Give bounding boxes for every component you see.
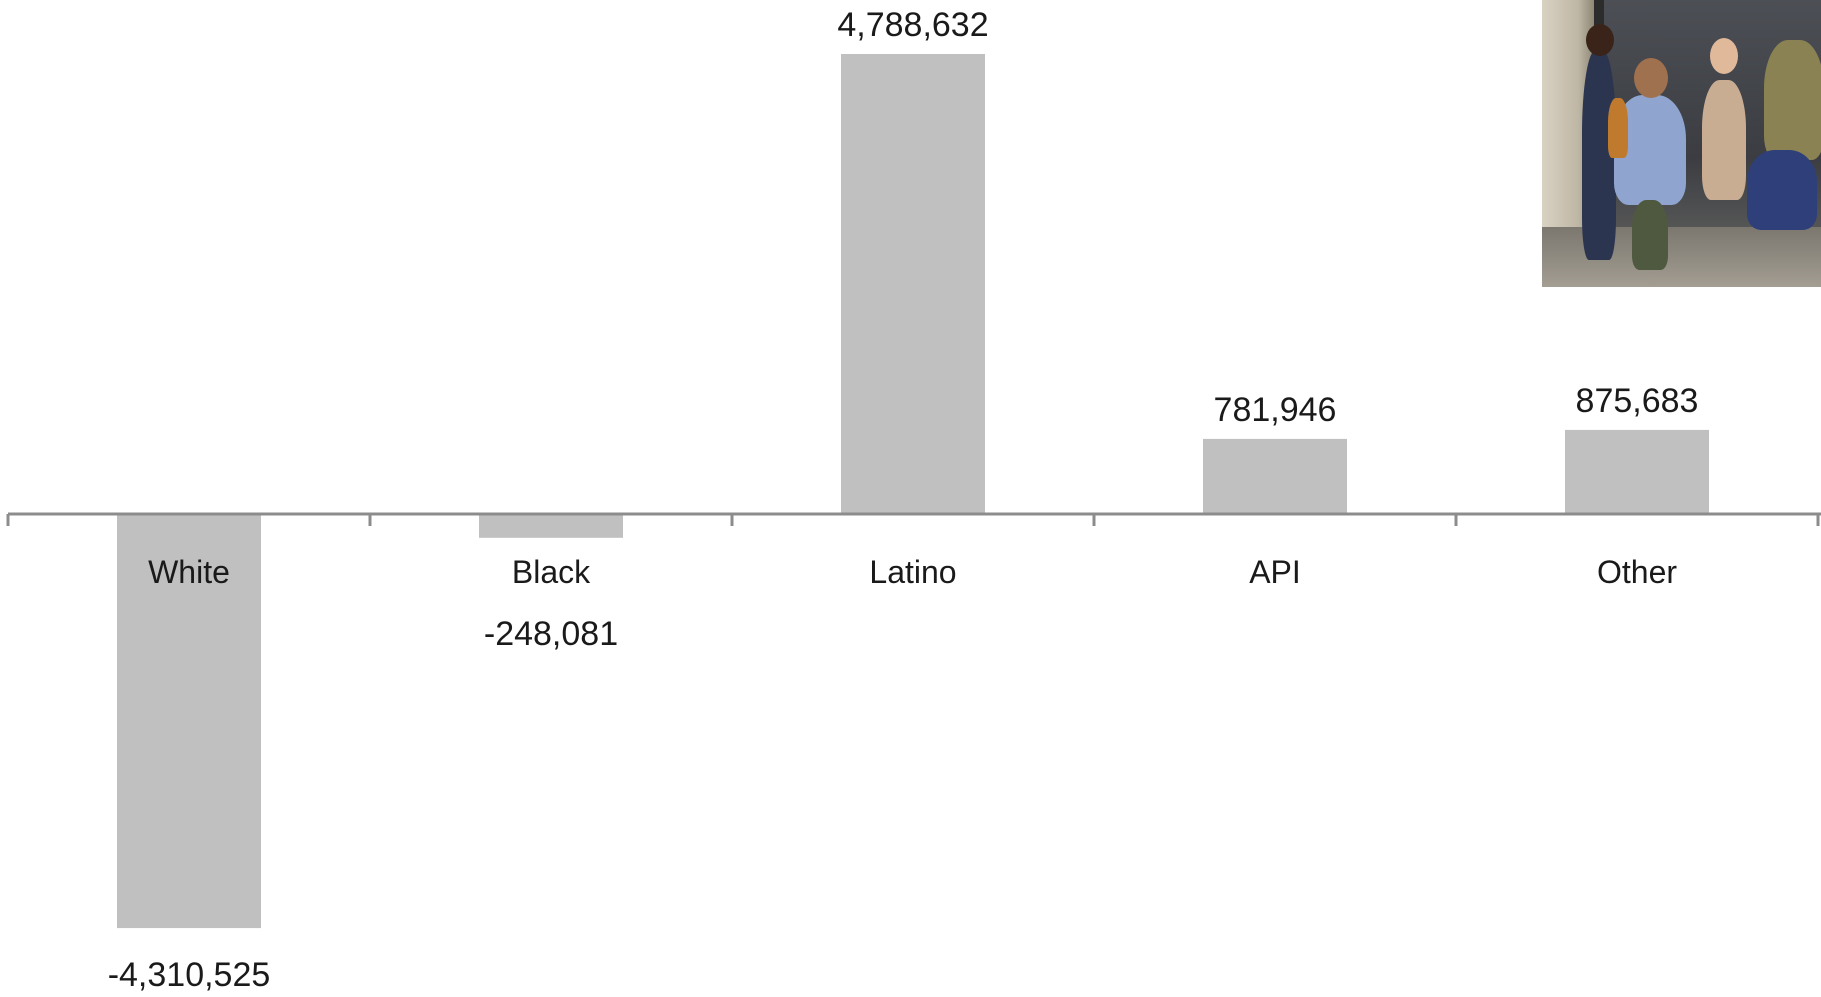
student-figure xyxy=(1747,150,1817,230)
student-figure xyxy=(1702,80,1746,200)
labels-layer: White -4,310,525 Black -248,081 Latino 4,788,… xyxy=(108,6,1699,994)
value-label-white: -4,310,525 xyxy=(108,956,271,994)
student-figure xyxy=(1608,98,1628,158)
student-head xyxy=(1586,24,1614,56)
student-figure xyxy=(1764,40,1821,160)
category-label-other: Other xyxy=(1597,554,1677,590)
value-label-api: 781,946 xyxy=(1214,391,1337,429)
bar-black xyxy=(479,514,623,538)
student-figure xyxy=(1632,200,1668,270)
bar-white xyxy=(117,514,261,929)
student-head xyxy=(1634,58,1668,98)
value-label-other: 875,683 xyxy=(1576,382,1699,420)
x-axis xyxy=(6,512,1821,526)
student-head xyxy=(1710,38,1738,74)
bar-latino xyxy=(841,54,985,514)
bar-other xyxy=(1565,429,1709,514)
bar-api xyxy=(1203,438,1347,514)
bars-layer xyxy=(117,54,1709,929)
value-label-black: -248,081 xyxy=(484,615,618,653)
students-running-photo xyxy=(1542,0,1821,287)
category-label-api: API xyxy=(1249,554,1301,590)
category-label-white: White xyxy=(148,554,230,590)
category-label-black: Black xyxy=(512,554,591,590)
value-label-latino: 4,788,632 xyxy=(837,6,988,44)
category-label-latino: Latino xyxy=(869,554,956,590)
